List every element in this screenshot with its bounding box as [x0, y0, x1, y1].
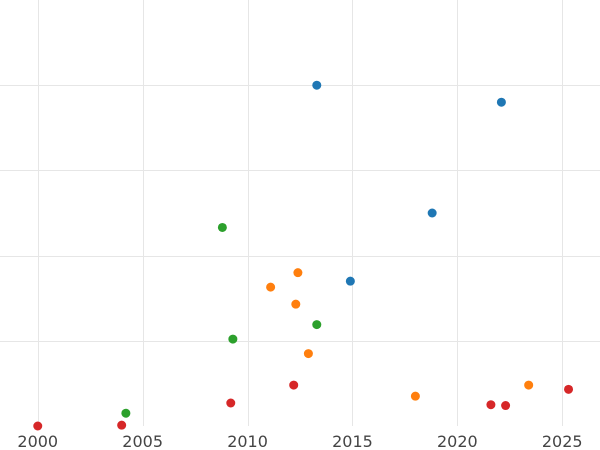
x-tick-label: 2020 [437, 432, 478, 450]
data-point [524, 380, 534, 390]
data-point [289, 380, 299, 390]
series-3 [33, 380, 574, 431]
data-points [33, 80, 574, 431]
data-point [410, 391, 420, 401]
data-point [501, 401, 511, 411]
x-tick-label: 2005 [122, 432, 163, 450]
data-point [291, 299, 301, 309]
grid-layer [0, 0, 600, 426]
series-1 [266, 268, 534, 401]
data-point [228, 334, 238, 344]
series-2 [121, 222, 322, 418]
data-point [293, 268, 303, 278]
data-point [117, 420, 127, 430]
data-point [486, 400, 496, 410]
data-point [266, 282, 276, 292]
data-point [121, 408, 131, 418]
data-point [226, 398, 236, 408]
data-point [496, 97, 506, 107]
data-point [312, 80, 322, 90]
x-tick-label: 2000 [17, 432, 58, 450]
data-point [427, 208, 437, 218]
x-tick-label: 2025 [542, 432, 583, 450]
x-tick-label: 2015 [332, 432, 373, 450]
x-tick-labels: 2000 2005 2010 2015 2020 2025 [17, 432, 582, 450]
data-point [312, 320, 322, 330]
data-point [345, 276, 355, 286]
data-point [33, 421, 43, 431]
data-point [564, 384, 574, 394]
series-0 [312, 80, 506, 286]
data-point [303, 349, 313, 359]
x-tick-label: 2010 [227, 432, 268, 450]
data-point [217, 222, 227, 232]
